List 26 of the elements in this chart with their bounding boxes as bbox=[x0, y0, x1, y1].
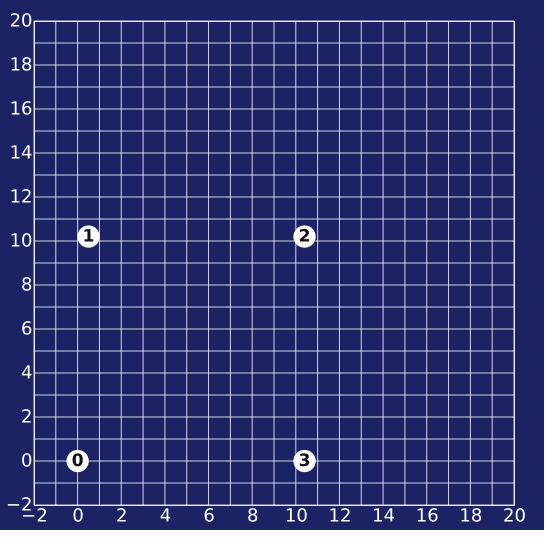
annotation: 2 bbox=[298, 226, 310, 247]
y-tick-label: 4 bbox=[21, 362, 32, 384]
annotation: 1 bbox=[82, 226, 94, 247]
annotation: 0 bbox=[72, 451, 84, 471]
y-tick-label: 2 bbox=[21, 406, 32, 428]
x-tick-label: 10 bbox=[284, 506, 308, 526]
y-tick-label: 20 bbox=[10, 10, 32, 32]
y-tick-label: 10 bbox=[10, 230, 32, 252]
x-tick-label: 8 bbox=[246, 506, 258, 526]
x-tick-label: 18 bbox=[459, 506, 482, 526]
y-tick-label: 8 bbox=[21, 274, 32, 296]
x-tick-label: 20 bbox=[503, 506, 526, 526]
y-tick-label: 16 bbox=[10, 98, 32, 120]
y-tick-label: 14 bbox=[10, 142, 32, 164]
x-tick-label: 6 bbox=[203, 506, 215, 526]
y-tick-label: 0 bbox=[21, 450, 32, 472]
y-tick-label: 6 bbox=[21, 318, 32, 340]
x-tick-label: 2 bbox=[116, 506, 128, 526]
x-tick-label: 0 bbox=[72, 506, 84, 526]
x-tick-label: 14 bbox=[372, 506, 396, 526]
x-tick-label: 4 bbox=[160, 506, 172, 526]
annotation: 3 bbox=[298, 451, 310, 471]
y-tick-label: 12 bbox=[10, 186, 32, 208]
x-tick-label: 16 bbox=[416, 506, 439, 526]
x-tick-label: 12 bbox=[328, 506, 352, 526]
y-tick-label: 18 bbox=[10, 54, 32, 76]
